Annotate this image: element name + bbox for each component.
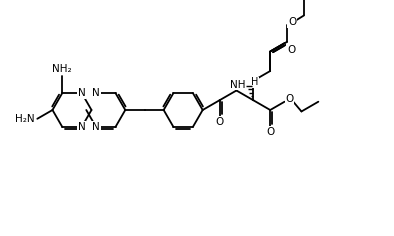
Text: N: N xyxy=(92,88,100,98)
Text: O: O xyxy=(266,126,274,137)
Text: H: H xyxy=(251,77,258,87)
Text: H₂N: H₂N xyxy=(15,114,35,124)
Text: O: O xyxy=(285,94,294,104)
Text: N: N xyxy=(78,88,85,98)
Text: NH₂: NH₂ xyxy=(52,63,72,74)
Text: O: O xyxy=(288,17,296,27)
Text: O: O xyxy=(287,45,295,55)
Text: N: N xyxy=(78,122,85,132)
Text: O: O xyxy=(216,117,224,127)
Text: NH: NH xyxy=(230,80,245,89)
Text: N: N xyxy=(92,122,100,132)
